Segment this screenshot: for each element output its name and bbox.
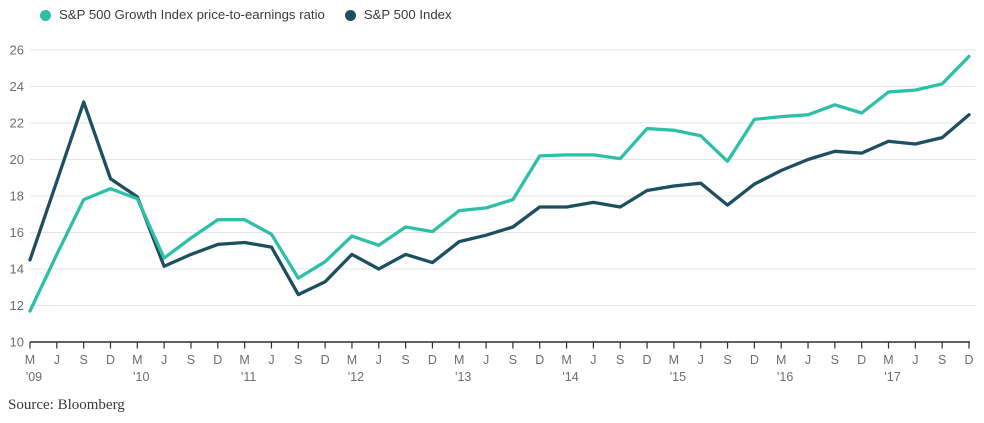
x-axis-year-label: '14	[562, 370, 578, 384]
x-axis-year-label: '12	[348, 370, 364, 384]
y-axis-label: 12	[10, 298, 24, 313]
y-axis-label: 18	[10, 189, 24, 204]
x-axis-month-label: J	[912, 353, 918, 367]
x-axis-month-label: D	[535, 353, 544, 367]
y-axis-label: 10	[10, 335, 24, 350]
x-axis-month-label: M	[25, 353, 35, 367]
x-axis-month-label: J	[805, 353, 811, 367]
x-axis-month-label: M	[776, 353, 786, 367]
legend-label-sp500: S&P 500 Index	[363, 7, 452, 22]
x-axis-year-label: '13	[455, 370, 471, 384]
x-axis-month-label: J	[698, 353, 704, 367]
x-axis-year-label: '15	[670, 370, 686, 384]
x-axis-month-label: M	[561, 353, 571, 367]
legend-marker-sp500-icon	[344, 9, 356, 21]
series-line	[28, 100, 971, 297]
legend-item-sp500: S&P 500 Index	[344, 7, 452, 23]
legend-marker-growth-pe-icon	[40, 9, 51, 21]
x-axis-month-label: D	[750, 353, 759, 367]
x-axis-month-label: J	[54, 353, 60, 367]
x-axis-month-label: S	[187, 353, 195, 367]
x-axis-year-label: '11	[241, 370, 256, 384]
x-axis-month-label: D	[428, 353, 437, 367]
x-axis-month-label: D	[106, 353, 115, 367]
x-axis-year-label: '16	[777, 370, 793, 384]
x-axis-month-label: M	[454, 353, 464, 367]
legend-item-growth-pe: S&P 500 Growth Index price-to-earnings r…	[40, 7, 325, 23]
x-axis-month-label: J	[161, 353, 167, 367]
x-axis-year-label: '10	[133, 370, 149, 384]
x-axis-month-label: M	[347, 353, 357, 367]
x-axis-month-label: M	[669, 353, 679, 367]
x-axis-month-label: J	[268, 353, 274, 367]
x-axis-month-label: M	[132, 353, 142, 367]
x-axis-month-label: D	[213, 353, 222, 367]
x-axis-month-label: S	[79, 353, 87, 367]
y-axis-label: 22	[10, 116, 24, 131]
x-axis-month-label: D	[643, 353, 652, 367]
x-axis-month-label: M	[883, 353, 893, 367]
x-axis-month-label: J	[590, 353, 596, 367]
series-line	[28, 54, 971, 313]
y-axis-label: 24	[10, 79, 24, 94]
y-axis-label: 16	[10, 225, 24, 240]
x-axis-month-label: S	[723, 353, 731, 367]
x-axis-year-label: '17	[884, 370, 900, 384]
y-axis-label: 20	[10, 152, 24, 167]
x-axis-month-label: D	[857, 353, 866, 367]
legend: S&P 500 Growth Index price-to-earnings r…	[40, 7, 452, 23]
x-axis-month-label: S	[831, 353, 839, 367]
source-note: Source: Bloomberg	[8, 397, 125, 413]
x-axis-month-label: S	[509, 353, 517, 367]
y-axis-label: 26	[10, 43, 24, 58]
x-axis-month-label: S	[616, 353, 624, 367]
x-axis-year-label: '09	[26, 370, 42, 384]
x-axis-month-label: S	[938, 353, 946, 367]
legend-label-growth-pe: S&P 500 Growth Index price-to-earnings r…	[59, 7, 325, 22]
x-axis-month-label: S	[294, 353, 302, 367]
x-axis-month-label: S	[401, 353, 409, 367]
y-axis-label: 14	[10, 262, 24, 277]
x-axis-month-label: D	[964, 353, 973, 367]
x-axis-month-label: M	[239, 353, 249, 367]
x-axis-month-label: D	[321, 353, 330, 367]
x-axis-month-label: J	[483, 353, 489, 367]
x-axis-month-label: J	[376, 353, 382, 367]
